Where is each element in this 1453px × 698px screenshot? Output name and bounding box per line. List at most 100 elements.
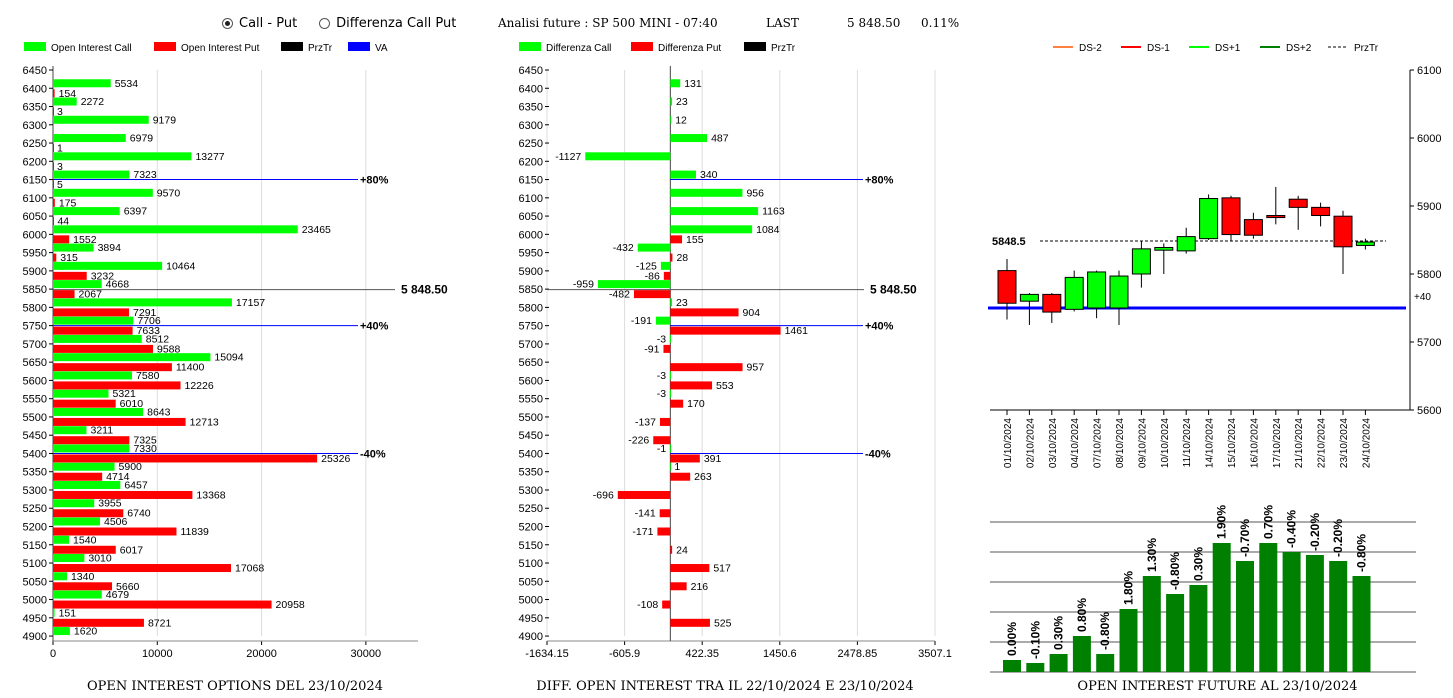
- put-bar: [53, 363, 172, 372]
- future-oi-label: -0.20%: [1331, 519, 1345, 557]
- candle-body: [1266, 215, 1286, 219]
- strike-label: 5050: [519, 576, 543, 588]
- date-label: 22/10/2024: [1317, 418, 1328, 468]
- future-oi-bar: [1096, 654, 1115, 672]
- strike-label: 5450: [23, 430, 47, 442]
- date-label: 14/10/2024: [1205, 418, 1216, 468]
- strike-label: 6000: [23, 229, 47, 241]
- call-bar: [53, 152, 192, 161]
- strike-label: 5900: [23, 266, 47, 278]
- legend-label: VA: [375, 43, 388, 54]
- radio-selected-icon: [222, 18, 233, 29]
- call-bar-label: 5900: [119, 461, 143, 473]
- legend-label: DS-2: [1079, 43, 1102, 54]
- strike-label: 6350: [519, 102, 543, 114]
- y-tick-label: 6000: [1417, 133, 1441, 145]
- future-oi-label: 1.30%: [1145, 538, 1159, 572]
- call-bar: [670, 97, 673, 106]
- call-bar: [53, 316, 134, 325]
- call-bar-label: 23465: [302, 224, 331, 236]
- put-bar: [670, 235, 683, 244]
- put-bar-label: 3232: [91, 270, 115, 282]
- strike-label: 5300: [23, 485, 47, 497]
- strike-label: 5850: [23, 284, 47, 296]
- x-tick-label: -1634.15: [525, 648, 568, 660]
- future-oi-bar: [1329, 561, 1348, 672]
- put-bar-label: 170: [687, 398, 705, 410]
- future-oi-bar: [1003, 660, 1021, 672]
- call-bar-label: 23: [676, 96, 688, 108]
- radio-differenza[interactable]: Differenza Call Put: [319, 16, 456, 31]
- put-bar: [670, 326, 781, 335]
- future-oi-label: 0.70%: [1261, 505, 1275, 539]
- strike-label: 5250: [519, 503, 543, 515]
- strike-label: 5750: [519, 321, 543, 333]
- put-bar: [53, 162, 54, 171]
- put-bar-label: 17068: [235, 563, 264, 575]
- call-bar-label: 1540: [73, 534, 97, 546]
- strike-label: 6150: [519, 175, 543, 187]
- strike-label: 5950: [519, 248, 543, 260]
- put-bar-label: 263: [694, 471, 712, 483]
- strike-label: 5600: [519, 375, 543, 387]
- call-bar: [53, 407, 144, 416]
- candle-body: [1176, 236, 1196, 252]
- call-bar-label: 4679: [106, 589, 130, 601]
- call-bar-label: 1620: [74, 626, 98, 638]
- legend-swatch: [24, 42, 46, 51]
- put-bar: [663, 344, 671, 353]
- date-label: 03/10/2024: [1048, 418, 1059, 468]
- put-bar-label: -86: [645, 270, 660, 282]
- put-bar-label: 155: [686, 234, 704, 246]
- strike-label: 5650: [23, 357, 47, 369]
- va-label: +40%: [360, 321, 389, 333]
- put-bar: [53, 600, 272, 609]
- put-bar-label: 553: [716, 380, 734, 392]
- strike-label: 4950: [519, 613, 543, 625]
- put-bar-label: 11400: [176, 362, 205, 374]
- put-bar: [670, 564, 710, 573]
- put-bar: [53, 509, 124, 518]
- put-bar: [659, 417, 671, 426]
- call-bar-label: 956: [746, 187, 764, 199]
- call-bar-label: 13277: [195, 151, 224, 163]
- strike-label: 5000: [519, 595, 543, 607]
- call-bar: [670, 170, 696, 179]
- call-bar: [670, 188, 743, 197]
- date-label: 21/10/2024: [1294, 418, 1305, 468]
- call-bar-label: -432: [613, 242, 634, 254]
- strike-label: 5550: [519, 394, 543, 406]
- put-bar-label: 2067: [79, 289, 103, 301]
- call-bar: [670, 79, 681, 88]
- va-label: +40: [1414, 292, 1431, 303]
- call-bar: [670, 334, 672, 343]
- call-bar-label: 2272: [81, 96, 105, 108]
- strike-label: 5300: [519, 485, 543, 497]
- candle-body: [1131, 248, 1151, 275]
- call-bar-label: -1127: [555, 151, 581, 163]
- strike-label: 6200: [519, 156, 543, 168]
- legend-label: DS+1: [1215, 43, 1241, 54]
- put-bar-label: -137: [635, 416, 656, 428]
- call-bar-label: 7580: [136, 370, 160, 382]
- put-bar-label: 5660: [116, 581, 140, 593]
- put-bar: [657, 527, 671, 536]
- candle-body: [1199, 198, 1219, 240]
- put-bar: [670, 399, 684, 408]
- call-bar: [53, 554, 85, 563]
- put-bar: [659, 509, 671, 518]
- radio-call-put[interactable]: Call - Put: [222, 16, 297, 31]
- put-bar: [53, 564, 231, 573]
- put-bar: [670, 308, 739, 317]
- strike-label: 5700: [519, 339, 543, 351]
- legend-label: PrzTr: [771, 43, 796, 54]
- call-bar: [53, 261, 163, 270]
- call-bar: [655, 316, 671, 325]
- strike-label: 5750: [23, 321, 47, 333]
- strike-label: 5450: [519, 430, 543, 442]
- put-bar: [53, 271, 87, 280]
- put-bar-label: 13368: [196, 489, 225, 501]
- future-oi-bar: [1072, 636, 1091, 672]
- future-oi-label: -0.10%: [1028, 621, 1042, 659]
- strike-label: 6050: [519, 211, 543, 223]
